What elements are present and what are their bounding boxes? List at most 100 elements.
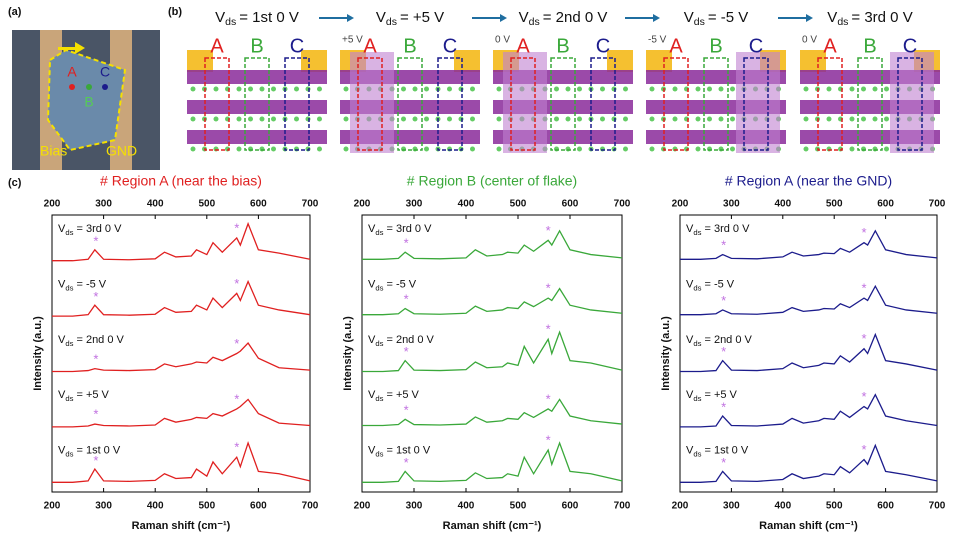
subscript: ds [375, 283, 383, 292]
symbol: V [368, 223, 376, 235]
symbol: V [686, 278, 694, 290]
v-label: Vds = +5 V [686, 389, 738, 403]
peak-marker: * [234, 336, 239, 351]
x-tick-label: 700 [614, 199, 631, 210]
atom [861, 116, 866, 122]
atom [872, 116, 878, 122]
value-text: = +5 V [76, 389, 109, 401]
peak-marker: * [404, 292, 409, 307]
x-tick-label: 600 [250, 199, 267, 210]
region-label: B [84, 94, 93, 110]
atom [803, 86, 809, 92]
atom [554, 116, 559, 122]
subscript: ds [65, 283, 73, 292]
panel-label: (b) [168, 6, 182, 18]
layer [187, 100, 327, 114]
peak-marker: * [234, 440, 239, 455]
atom [190, 86, 196, 92]
atom [190, 116, 196, 122]
v-label: Vds = 2nd 0 V [686, 334, 753, 348]
region-box [703, 57, 729, 151]
atom [317, 116, 322, 122]
x-tick-label: 400 [774, 199, 791, 210]
atom [401, 86, 406, 92]
subscript: ds [694, 16, 705, 28]
atom [496, 86, 502, 92]
region-box [244, 57, 270, 151]
x-tick-label: 600 [250, 501, 267, 512]
x-axis-label: Raman shift (cm⁻¹) [132, 520, 231, 532]
dot [69, 84, 75, 90]
v-label: Vds = 1st 0 V [686, 445, 749, 459]
atom [317, 146, 322, 152]
region-box [857, 57, 883, 151]
atom [317, 86, 322, 92]
symbol: V [58, 223, 66, 235]
atom [259, 116, 265, 122]
value-text: = 3rd 0 V [851, 9, 912, 26]
y-axis-label: Intensity (a.u.) [660, 316, 672, 391]
subscript: ds [65, 339, 73, 348]
atom [259, 86, 265, 92]
atom [565, 116, 571, 122]
x-tick-label: 600 [562, 501, 579, 512]
atom [803, 116, 809, 122]
value-text: = 1st 0 V [239, 9, 299, 26]
subscript: ds [65, 450, 73, 459]
atom [718, 116, 724, 122]
value-text: = 3rd 0 V [386, 223, 432, 235]
region-box [284, 57, 310, 151]
atom [271, 146, 276, 152]
region-label: A [67, 64, 77, 80]
peak-marker: * [546, 281, 551, 296]
v-label: Vds = 2nd 0 V [519, 9, 608, 28]
x-tick-label: 500 [510, 501, 527, 512]
region-label: B [250, 35, 263, 57]
v-label: Vds = -5 V [686, 278, 735, 292]
spectrum [680, 443, 938, 483]
active-zone [736, 52, 780, 153]
atom [424, 146, 429, 152]
value-text: = +5 V [704, 389, 737, 401]
atom [343, 86, 349, 92]
plot-frame [361, 214, 623, 493]
symbol: V [58, 334, 66, 346]
subscript: ds [225, 16, 236, 28]
plot-frame [679, 214, 938, 493]
symbol: V [58, 445, 66, 457]
atom [623, 86, 628, 92]
atom [294, 86, 299, 92]
v-label: Vds = -5 V [58, 278, 107, 292]
atom [730, 86, 735, 92]
x-tick-label: 300 [406, 199, 423, 210]
atom [849, 146, 855, 152]
x-tick-label: 200 [672, 501, 689, 512]
region-label: C [903, 35, 917, 57]
arrow-head [653, 14, 660, 22]
region-label: B [403, 35, 416, 57]
peak-marker: * [861, 331, 866, 346]
symbol: V [376, 9, 386, 26]
spectrum [362, 330, 623, 373]
atom [884, 116, 889, 122]
x-axis-label: Raman shift (cm⁻¹) [759, 520, 858, 532]
atom [600, 116, 605, 122]
spectrum [52, 279, 311, 317]
subscript: ds [693, 450, 701, 459]
value-text: = -5 V [708, 9, 748, 26]
atom [849, 86, 855, 92]
atom [803, 146, 809, 152]
x-tick-label: 600 [877, 199, 894, 210]
value-text: = 3rd 0 V [76, 223, 122, 235]
x-tick-label: 500 [198, 501, 215, 512]
symbol: V [368, 389, 376, 401]
spectrum [52, 398, 311, 428]
y-axis-label: Intensity (a.u.) [342, 316, 354, 391]
atom [470, 146, 475, 152]
region-box [510, 57, 536, 151]
region-label: B [709, 35, 722, 57]
subscript: ds [693, 339, 701, 348]
symbol: V [827, 9, 837, 26]
value-text: = -5 V [76, 278, 106, 290]
atom [470, 116, 475, 122]
